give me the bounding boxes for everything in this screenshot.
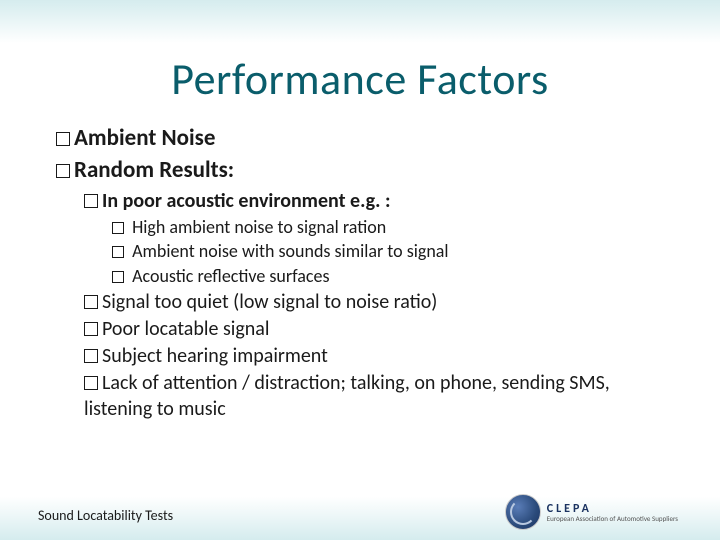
bullet-text: High ambient noise to signal ration	[132, 216, 386, 238]
clepa-logo: CLEPA European Association of Automotive…	[505, 494, 678, 530]
square-bullet-icon	[84, 322, 98, 336]
bullet-text: Ambient noise with sounds similar to sig…	[132, 240, 449, 262]
square-bullet-icon	[56, 132, 70, 146]
content-area: Ambient Noise Random Results: In poor ac…	[0, 124, 720, 422]
slide-title: Performance Factors	[0, 0, 720, 124]
bullet-l2-signal-quiet: Signal too quiet (low signal to noise ra…	[56, 289, 680, 315]
bullet-l3-ambient-similar: Ambient noise with sounds similar to sig…	[56, 240, 680, 263]
square-bullet-icon	[84, 295, 98, 309]
logo-subtitle: European Association of Automotive Suppl…	[547, 515, 678, 522]
bullet-l2-poor-locatable: Poor locatable signal	[56, 316, 680, 342]
square-bullet-icon	[56, 164, 70, 178]
logo-globe-icon	[505, 494, 541, 530]
square-bullet-icon	[112, 271, 124, 283]
square-bullet-icon	[84, 349, 98, 363]
bullet-l2-hearing-impairment: Subject hearing impairment	[56, 343, 680, 369]
bullet-text: Acoustic reflective surfaces	[132, 265, 329, 287]
bullet-l1-ambient-noise: Ambient Noise	[56, 124, 680, 154]
bullet-text: Random Results:	[74, 156, 234, 184]
footer-text: Sound Locatability Tests	[38, 507, 173, 524]
bullet-text: Lack of attention / distraction; talking…	[84, 371, 610, 421]
bullet-l3-high-ambient: High ambient noise to signal ration	[56, 216, 680, 239]
bullet-l1-random-results: Random Results:	[56, 156, 680, 186]
square-bullet-icon	[84, 376, 98, 390]
bullet-l2-poor-acoustic: In poor acoustic environment e.g. :	[56, 188, 680, 215]
bullet-text: Ambient Noise	[74, 124, 215, 152]
bullet-text: In poor acoustic environment e.g. :	[102, 189, 391, 213]
logo-text-block: CLEPA European Association of Automotive…	[547, 503, 678, 522]
square-bullet-icon	[112, 246, 124, 258]
bullet-text: Poor locatable signal	[102, 317, 269, 341]
bullet-l2-lack-attention: Lack of attention / distraction; talking…	[56, 370, 680, 422]
bullet-l3-reflective: Acoustic reflective surfaces	[56, 265, 680, 288]
logo-name: CLEPA	[547, 503, 678, 515]
square-bullet-icon	[112, 222, 124, 234]
square-bullet-icon	[84, 194, 98, 208]
bullet-text: Subject hearing impairment	[102, 344, 328, 368]
bullet-text: Signal too quiet (low signal to noise ra…	[102, 290, 437, 314]
